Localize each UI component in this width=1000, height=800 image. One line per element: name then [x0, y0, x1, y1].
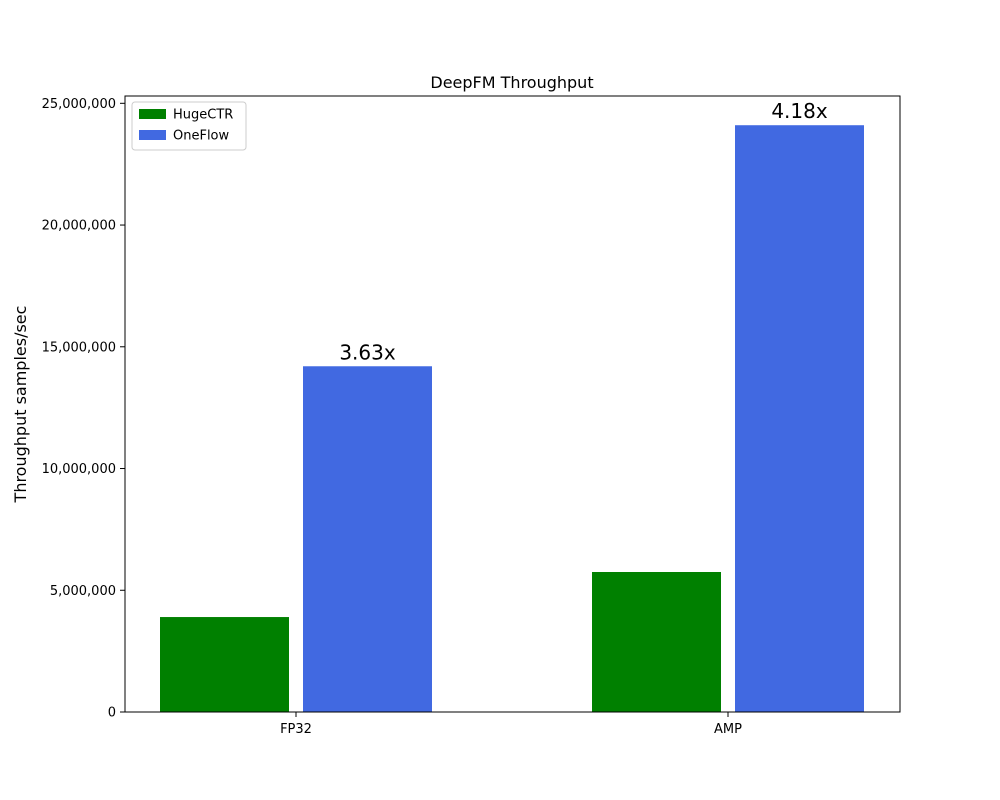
bar-hugectr-fp32 — [160, 617, 289, 712]
x-axis: FP32 AMP — [280, 712, 742, 737]
plot-frame — [124, 95, 901, 713]
legend: HugeCTR OneFlow — [131, 101, 247, 151]
x-tick-label: FP32 — [280, 722, 312, 737]
bar-oneflow-fp32 — [303, 366, 432, 712]
y-tick-label: 20,000,000 — [42, 219, 116, 234]
legend-label-hugectr: HugeCTR — [173, 108, 233, 123]
bar-label-bg — [305, 353, 430, 366]
y-tick-label: 0 — [108, 706, 116, 721]
y-tick-label: 10,000,000 — [42, 462, 116, 477]
y-tick-label: 15,000,000 — [42, 340, 116, 355]
y-tick-label: 25,000,000 — [42, 97, 116, 112]
y-axis-label: Throughput samples/sec — [11, 306, 30, 504]
bar-label-fp32: 3.63x — [339, 340, 396, 364]
y-axis: 0 5,000,000 10,000,000 15,000,000 20,000,000… — [42, 97, 125, 721]
bar-oneflow-amp — [735, 125, 864, 712]
bar-hugectr-amp — [592, 572, 721, 712]
bar-label-amp: 4.18x — [771, 99, 828, 123]
legend-label-oneflow: OneFlow — [173, 129, 230, 144]
chart-title: DeepFM Throughput — [430, 73, 593, 92]
bar-label-bg — [737, 112, 862, 125]
legend-swatch-hugectr — [139, 109, 166, 119]
x-tick-label: AMP — [714, 722, 742, 737]
legend-swatch-oneflow — [139, 130, 166, 140]
bars — [160, 125, 864, 712]
y-tick-label: 5,000,000 — [50, 584, 116, 599]
bar-labels: 3.63x 4.18x — [305, 99, 862, 366]
